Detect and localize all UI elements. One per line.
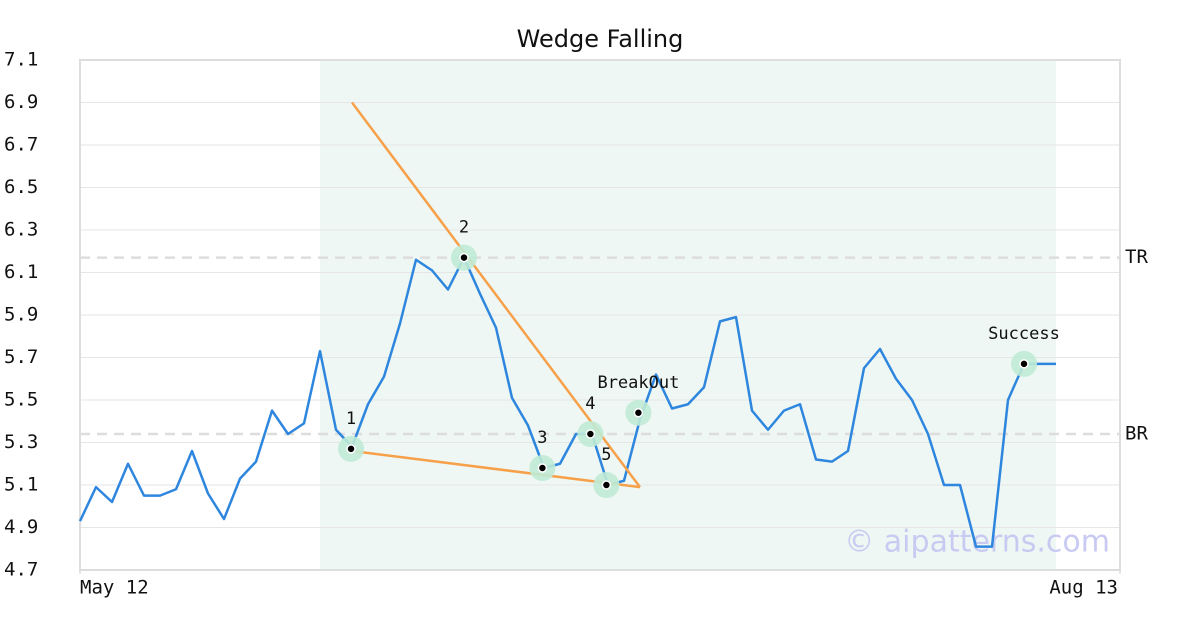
y-tick-label: 5.1 — [4, 474, 38, 496]
pattern-point — [601, 480, 612, 490]
pattern-point — [633, 408, 644, 418]
pattern-point — [1019, 359, 1029, 369]
pattern-point — [459, 252, 469, 263]
y-tick-label: 4.7 — [4, 559, 38, 581]
point-label: Success — [988, 324, 1060, 344]
point-label: 5 — [601, 445, 611, 465]
y-tick-label: 5.9 — [4, 304, 38, 326]
y-tick-label: 6.7 — [4, 134, 38, 156]
y-tick-label: 6.9 — [4, 91, 38, 113]
y-tick-label: 4.9 — [4, 516, 38, 538]
pattern-point — [585, 429, 596, 439]
pattern-point — [537, 463, 548, 473]
point-label: 2 — [459, 218, 469, 238]
watermark: © aipatterns.com — [844, 525, 1110, 560]
point-label: 4 — [585, 394, 595, 414]
chart-title: Wedge Falling — [517, 25, 684, 53]
y-tick-label: 6.3 — [4, 219, 38, 241]
point-label: 1 — [346, 409, 356, 429]
plot-frame — [79, 59, 1121, 571]
x-tick-label: May 12 — [80, 577, 149, 599]
level-label: BR — [1125, 423, 1148, 445]
price-line — [78, 256, 1056, 548]
level-label: TR — [1125, 246, 1148, 268]
y-tick-label: 7.1 — [4, 49, 38, 71]
y-tick-label: 5.3 — [4, 431, 38, 453]
wedge-line — [351, 449, 641, 489]
y-tick-label: 6.5 — [4, 176, 38, 198]
point-label: 3 — [537, 428, 547, 448]
y-tick-label: 6.1 — [4, 261, 38, 283]
y-tick-label: 5.7 — [4, 346, 38, 368]
pattern-point — [346, 444, 356, 454]
x-tick-label: Aug 13 — [1049, 577, 1118, 599]
point-label: BreakOut — [597, 373, 679, 393]
y-tick-label: 5.5 — [4, 389, 38, 411]
